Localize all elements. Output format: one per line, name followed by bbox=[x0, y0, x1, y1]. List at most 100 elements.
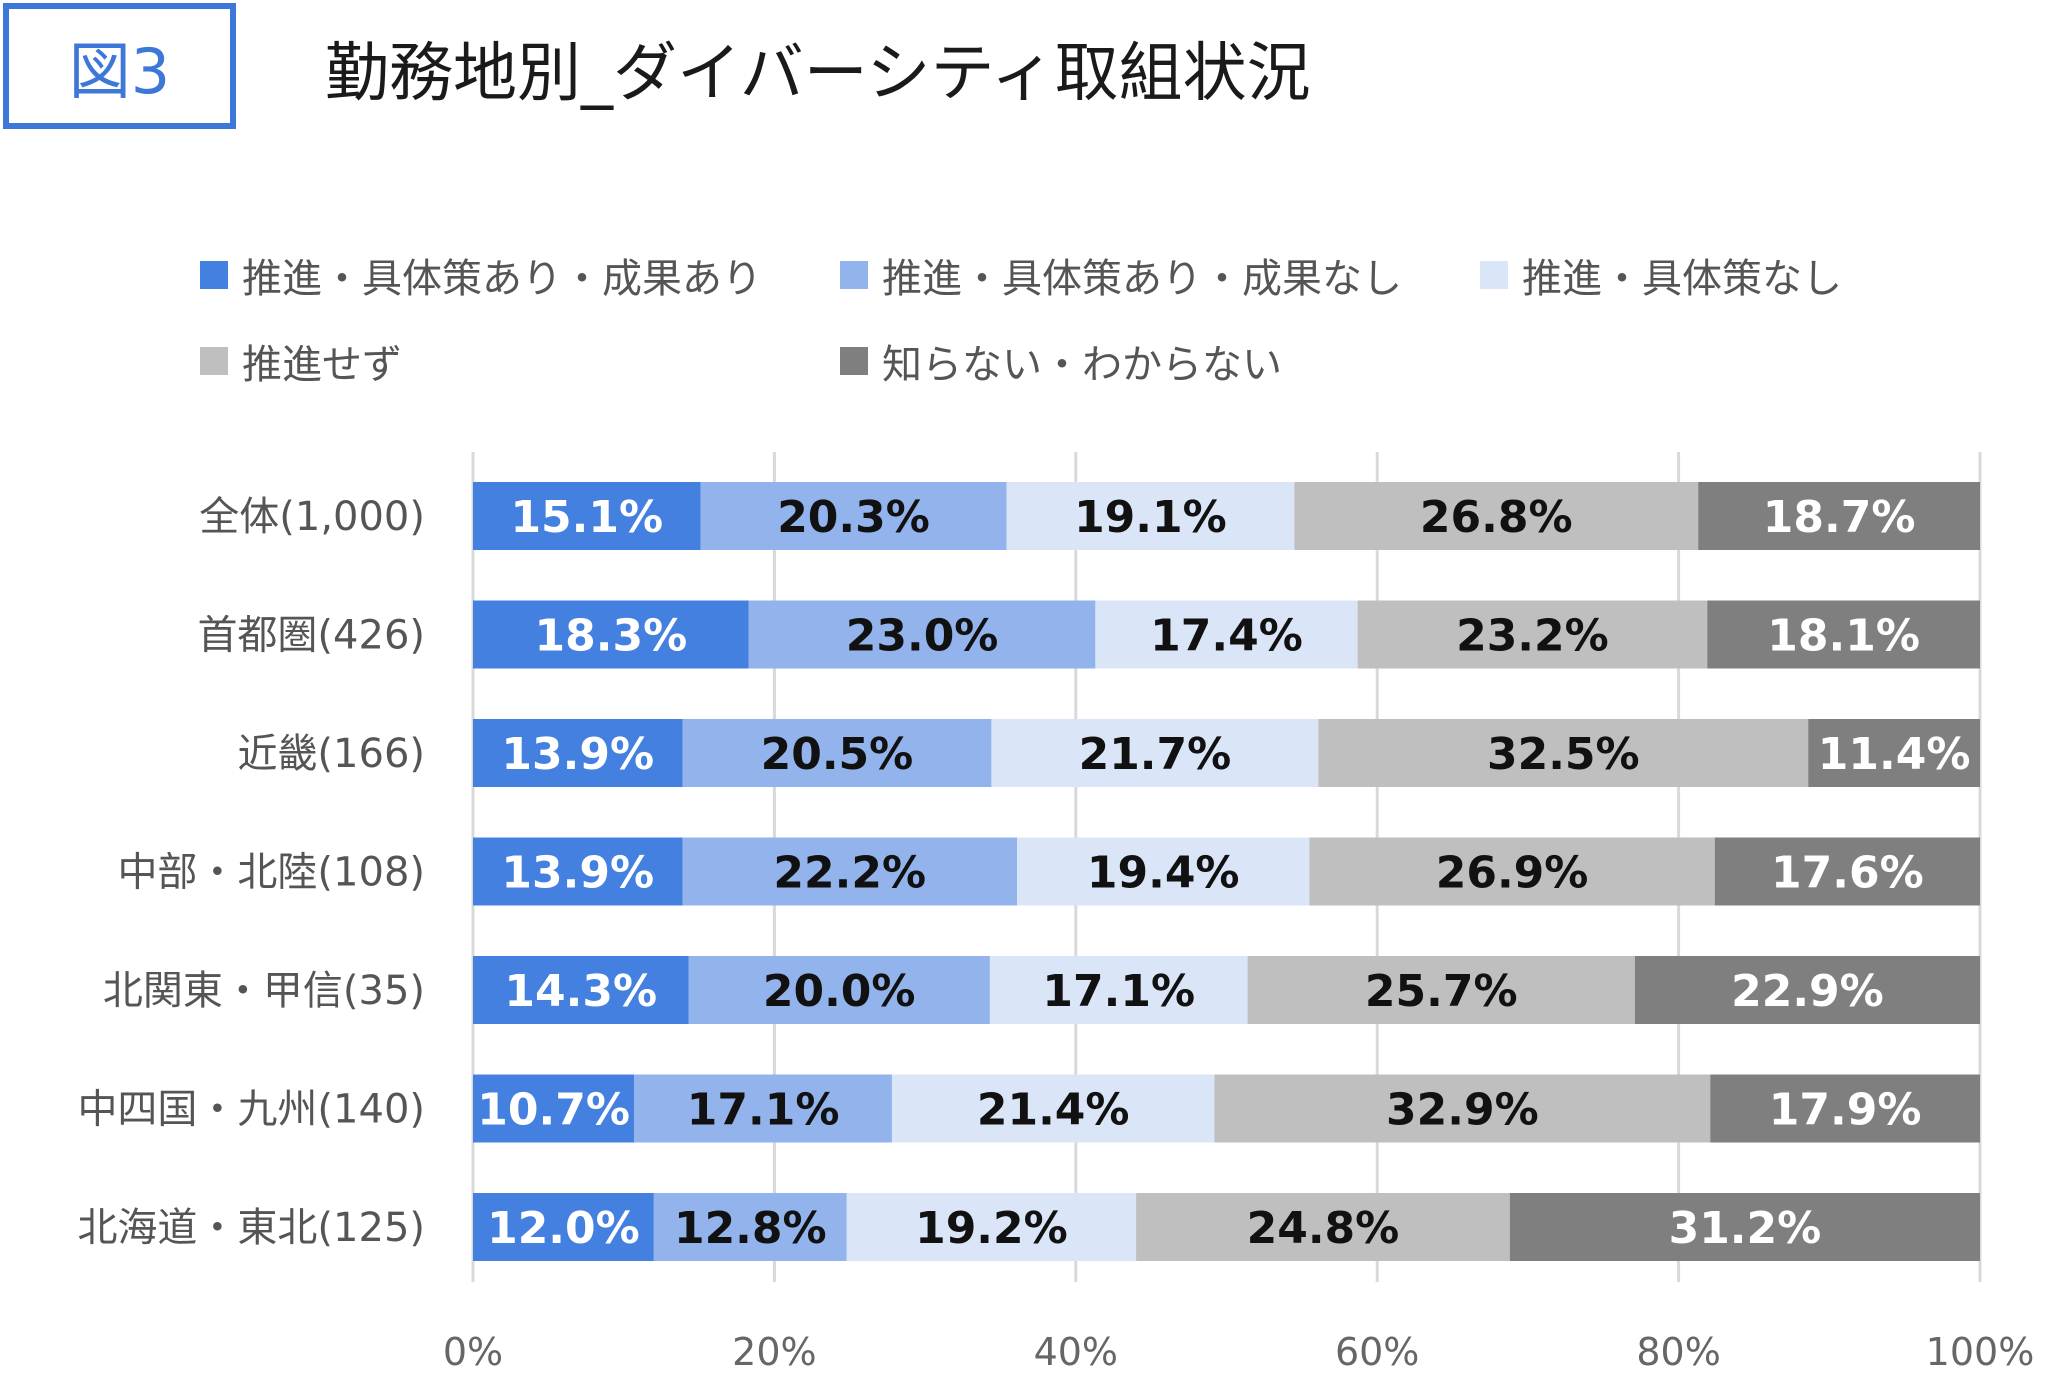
bar-segment bbox=[748, 600, 1096, 669]
figure-label: 図3 bbox=[3, 3, 236, 129]
data-label: 23.0% bbox=[846, 611, 999, 662]
data-label: 14.3% bbox=[504, 966, 657, 1017]
bar-segment bbox=[473, 956, 689, 1024]
bar-segment bbox=[1294, 482, 1699, 550]
bar-segment bbox=[1714, 837, 1980, 906]
data-label: 21.4% bbox=[977, 1085, 1130, 1136]
x-tick-label: 20% bbox=[732, 1330, 816, 1374]
bar-segment bbox=[473, 1193, 654, 1261]
bar-segment bbox=[991, 719, 1319, 787]
legend-swatch bbox=[1480, 261, 1508, 289]
data-label: 19.4% bbox=[1087, 848, 1240, 899]
x-tick-label: 0% bbox=[443, 1330, 503, 1374]
category-label: 中四国・九州(140) bbox=[77, 1087, 425, 1133]
data-label: 17.1% bbox=[1042, 966, 1195, 1017]
category-label: 北関東・甲信(35) bbox=[103, 968, 425, 1014]
data-label: 32.9% bbox=[1386, 1085, 1539, 1136]
bar-segment bbox=[1509, 1193, 1980, 1261]
data-label: 17.6% bbox=[1771, 848, 1924, 899]
bar-segment bbox=[688, 956, 990, 1024]
legend-item: 推進せず bbox=[200, 336, 402, 388]
data-label: 20.0% bbox=[763, 966, 916, 1017]
bar-segment bbox=[682, 719, 992, 787]
bar-segment bbox=[1095, 600, 1358, 669]
x-tick-label: 100% bbox=[1926, 1330, 2035, 1374]
data-label: 17.4% bbox=[1150, 611, 1303, 662]
bar-segment bbox=[634, 1074, 892, 1143]
data-label: 20.3% bbox=[777, 492, 930, 543]
chart-title: 勤務地別_ダイバーシティ取組状況 bbox=[325, 37, 1311, 111]
bar-segment bbox=[1698, 482, 1980, 550]
data-label: 19.2% bbox=[915, 1203, 1068, 1254]
legend-label: 推進・具体策なし bbox=[1522, 256, 1842, 302]
legend-swatch bbox=[840, 261, 868, 289]
legend-swatch bbox=[200, 261, 228, 289]
bar-segment bbox=[1707, 600, 1980, 669]
category-label: 近畿(166) bbox=[237, 731, 425, 777]
legend-item: 推進・具体策あり・成果なし bbox=[840, 250, 1402, 302]
x-tick-label: 80% bbox=[1636, 1330, 1720, 1374]
bar-segment bbox=[473, 1074, 635, 1143]
data-label: 25.7% bbox=[1365, 966, 1518, 1017]
data-label: 32.5% bbox=[1487, 729, 1640, 780]
bar-segment bbox=[846, 1193, 1137, 1261]
legend-item: 知らない・わからない bbox=[840, 336, 1282, 388]
data-label: 11.4% bbox=[1818, 729, 1971, 780]
data-label: 23.2% bbox=[1456, 611, 1609, 662]
bar-segment bbox=[1247, 956, 1635, 1024]
data-label: 22.2% bbox=[773, 848, 926, 899]
legend-item: 推進・具体策あり・成果あり bbox=[200, 250, 762, 302]
bar-segment bbox=[1318, 719, 1809, 787]
legend-swatch bbox=[200, 347, 228, 375]
data-label: 26.9% bbox=[1436, 848, 1589, 899]
data-label: 26.8% bbox=[1420, 492, 1573, 543]
category-label: 首都圏(426) bbox=[197, 613, 425, 659]
bar-segment bbox=[1309, 837, 1715, 906]
data-label: 13.9% bbox=[501, 848, 654, 899]
bar-segment bbox=[1710, 1074, 1980, 1143]
data-label: 12.8% bbox=[674, 1203, 827, 1254]
bar-segment bbox=[473, 719, 683, 787]
x-tick-label: 40% bbox=[1034, 1330, 1118, 1374]
data-label: 21.7% bbox=[1079, 729, 1232, 780]
data-label: 18.3% bbox=[535, 611, 688, 662]
legend-label: 推進せず bbox=[242, 342, 402, 388]
bar-segment bbox=[1006, 482, 1295, 550]
data-label: 31.2% bbox=[1669, 1203, 1822, 1254]
data-label: 24.8% bbox=[1247, 1203, 1400, 1254]
data-label: 17.1% bbox=[687, 1085, 840, 1136]
data-label: 13.9% bbox=[501, 729, 654, 780]
data-label: 19.1% bbox=[1074, 492, 1227, 543]
legend: 推進・具体策あり・成果あり 推進・具体策あり・成果なし 推進・具体策なし 推進せ… bbox=[200, 250, 1900, 390]
legend-swatch bbox=[840, 347, 868, 375]
data-label: 17.9% bbox=[1769, 1085, 1922, 1136]
data-label: 15.1% bbox=[510, 492, 663, 543]
bar-segment bbox=[1136, 1193, 1510, 1261]
bar-segment bbox=[1634, 956, 1980, 1024]
category-label: 全体(1,000) bbox=[199, 494, 425, 540]
bar-segment bbox=[1357, 600, 1708, 669]
bar-segment bbox=[1017, 837, 1310, 906]
bar-segment bbox=[473, 600, 749, 669]
bar-segment bbox=[1214, 1074, 1711, 1143]
bar-segment bbox=[682, 837, 1018, 906]
bar-segment bbox=[700, 482, 1007, 550]
legend-item: 推進・具体策なし bbox=[1480, 250, 1842, 302]
data-label: 18.1% bbox=[1767, 611, 1920, 662]
data-label: 10.7% bbox=[477, 1085, 630, 1136]
bar-segment bbox=[989, 956, 1248, 1024]
category-label: 中部・北陸(108) bbox=[117, 850, 425, 896]
legend-label: 推進・具体策あり・成果あり bbox=[242, 256, 762, 302]
x-tick-label: 60% bbox=[1335, 1330, 1419, 1374]
data-label: 20.5% bbox=[761, 729, 914, 780]
legend-label: 知らない・わからない bbox=[882, 342, 1282, 388]
data-label: 22.9% bbox=[1731, 966, 1884, 1017]
data-label: 18.7% bbox=[1763, 492, 1916, 543]
data-label: 12.0% bbox=[487, 1203, 640, 1254]
legend-label: 推進・具体策あり・成果なし bbox=[882, 256, 1402, 302]
bar-segment bbox=[473, 482, 701, 550]
bar-segment bbox=[891, 1074, 1215, 1143]
bar-segment bbox=[473, 837, 683, 906]
bar-segment bbox=[653, 1193, 847, 1261]
